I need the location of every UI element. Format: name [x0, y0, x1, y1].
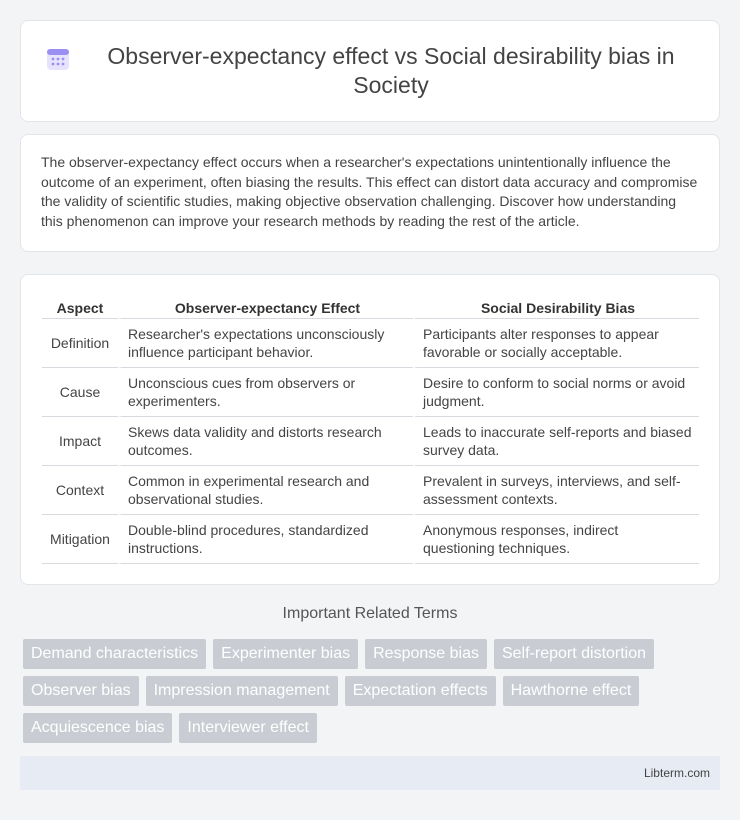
comparison-card: Aspect Observer-expectancy Effect Social… [20, 274, 720, 585]
aspect-cell: Context [42, 466, 118, 515]
table-row: Cause Unconscious cues from observers or… [42, 368, 699, 417]
aspect-cell: Mitigation [42, 515, 118, 564]
observer-cell: Common in experimental research and obse… [118, 466, 413, 515]
column-header-social-desirability: Social Desirability Bias [413, 295, 699, 319]
calendar-icon [47, 49, 69, 70]
table-header-row: Aspect Observer-expectancy Effect Social… [42, 295, 699, 319]
column-header-aspect: Aspect [42, 295, 118, 319]
aspect-cell: Cause [42, 368, 118, 417]
tag-demand-characteristics[interactable]: Demand characteristics [23, 639, 207, 669]
tag-response-bias[interactable]: Response bias [365, 639, 487, 669]
aspect-cell: Definition [42, 319, 118, 368]
intro-card: The observer-expectancy effect occurs wh… [20, 134, 720, 252]
tag-impression-management[interactable]: Impression management [145, 676, 338, 706]
observer-cell: Unconscious cues from observers or exper… [118, 368, 413, 417]
tag-experimenter-bias[interactable]: Experimenter bias [213, 639, 359, 669]
column-header-observer-expectancy: Observer-expectancy Effect [118, 295, 413, 319]
observer-cell: Researcher's expectations unconsciously … [118, 319, 413, 368]
tag-acquiescence-bias[interactable]: Acquiescence bias [23, 713, 173, 743]
table-row: Mitigation Double-blind procedures, stan… [42, 515, 699, 564]
tag-hawthorne-effect[interactable]: Hawthorne effect [502, 676, 640, 706]
footer: Libterm.com [20, 756, 720, 790]
table-row: Definition Researcher's expectations unc… [42, 319, 699, 368]
tag-self-report-distortion[interactable]: Self-report distortion [493, 639, 655, 669]
observer-cell: Double-blind procedures, standardized in… [118, 515, 413, 564]
table-row: Context Common in experimental research … [42, 466, 699, 515]
related-terms-title: Important Related Terms [282, 605, 458, 622]
header-card: Observer-expectancy effect vs Social des… [20, 20, 720, 122]
table-row: Impact Skews data validity and distorts … [42, 417, 699, 466]
tag-interviewer-effect[interactable]: Interviewer effect [179, 713, 317, 743]
social-cell: Prevalent in surveys, interviews, and se… [413, 466, 699, 515]
page-title: Observer-expectancy effect vs Social des… [107, 43, 675, 98]
social-cell: Desire to conform to social norms or avo… [413, 368, 699, 417]
social-cell: Leads to inaccurate self-reports and bia… [413, 417, 699, 466]
comparison-table: Aspect Observer-expectancy Effect Social… [42, 295, 699, 564]
social-cell: Anonymous responses, indirect questionin… [413, 515, 699, 564]
related-terms-tags: Demand characteristics Experimenter bias… [23, 639, 723, 743]
social-cell: Participants alter responses to appear f… [413, 319, 699, 368]
tag-expectation-effects[interactable]: Expectation effects [344, 676, 496, 706]
footer-site-link[interactable]: Libterm.com [643, 766, 710, 780]
tag-observer-bias[interactable]: Observer bias [23, 676, 139, 706]
observer-cell: Skews data validity and distorts researc… [118, 417, 413, 466]
intro-text: The observer-expectancy effect occurs wh… [41, 154, 698, 229]
header: Observer-expectancy effect vs Social des… [45, 42, 695, 100]
aspect-cell: Impact [42, 417, 118, 466]
